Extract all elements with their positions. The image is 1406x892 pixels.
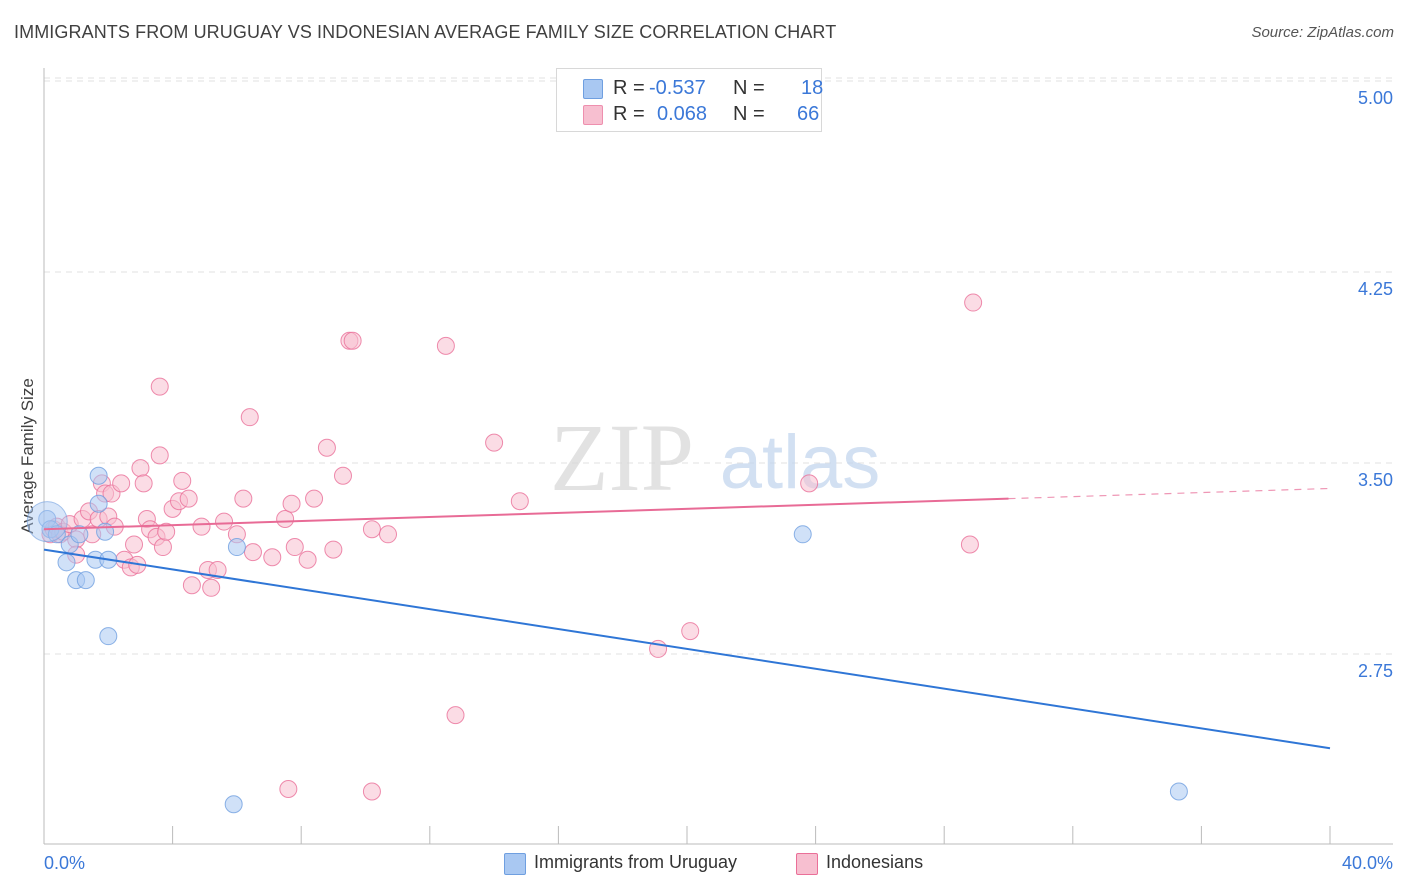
point-indonesians xyxy=(446,706,465,725)
point-indonesians xyxy=(305,489,324,508)
point-uruguay xyxy=(89,494,108,513)
tick-labels: 2.75 3.50 4.25 5.00 0.0% 40.0% xyxy=(44,88,1393,873)
point-uruguay xyxy=(99,627,118,646)
point-indonesians xyxy=(234,489,253,508)
point-uruguay xyxy=(76,571,95,590)
point-indonesians xyxy=(379,525,398,544)
point-indonesians xyxy=(243,543,262,562)
trend-line-indonesians-extension xyxy=(1008,487,1331,500)
point-indonesians xyxy=(157,522,176,541)
source-label: Source: ZipAtlas.com xyxy=(1251,24,1394,41)
chart-title: IMMIGRANTS FROM URUGUAY VS INDONESIAN AV… xyxy=(14,22,837,42)
y-tick-label: 3.50 xyxy=(1358,470,1393,490)
grid-lines xyxy=(44,77,1393,655)
legend-r-label: R = xyxy=(613,103,645,125)
watermark-atlas: atlas xyxy=(720,420,881,505)
stats-legend: R = -0.537 N = 18 R = 0.068 N = 66 xyxy=(556,68,824,132)
point-uruguay xyxy=(70,525,89,544)
legend-swatch-uruguay xyxy=(583,79,603,99)
point-indonesians xyxy=(362,520,381,539)
legend-n-value: 18 xyxy=(801,77,824,99)
bottom-legend-label-uruguay: Immigrants from Uruguay xyxy=(534,852,738,872)
legend-n-label: N = xyxy=(733,77,765,99)
trend-line-indonesians xyxy=(43,497,1009,531)
point-indonesians xyxy=(485,433,504,452)
point-indonesians xyxy=(317,438,336,457)
legend-swatch-indonesians xyxy=(583,105,603,125)
point-indonesians xyxy=(436,336,455,355)
point-indonesians xyxy=(240,408,259,427)
legend-n-label: N = xyxy=(733,103,765,125)
watermark-zip: ZIP xyxy=(550,404,694,511)
y-tick-label: 5.00 xyxy=(1358,88,1393,108)
bottom-legend-label-indonesians: Indonesians xyxy=(826,852,924,872)
legend-n-value: 66 xyxy=(797,103,820,125)
point-indonesians xyxy=(298,550,317,569)
point-indonesians xyxy=(279,779,298,798)
point-indonesians xyxy=(131,459,150,478)
data-points xyxy=(26,293,1188,814)
point-uruguay xyxy=(227,538,246,557)
bottom-legend-swatch-uruguay xyxy=(504,853,526,875)
x-tick-label: 40.0% xyxy=(1342,853,1393,873)
point-indonesians xyxy=(150,446,169,465)
point-indonesians xyxy=(192,517,211,536)
point-indonesians xyxy=(362,782,381,801)
point-uruguay xyxy=(1169,782,1188,801)
x-tick-label: 0.0% xyxy=(44,853,85,873)
legend-r-label: R = xyxy=(613,77,645,99)
point-indonesians xyxy=(282,494,301,513)
point-indonesians xyxy=(202,578,221,597)
y-tick-label: 2.75 xyxy=(1358,661,1393,681)
point-indonesians xyxy=(964,293,983,312)
point-indonesians xyxy=(333,466,352,485)
point-uruguay xyxy=(57,553,76,572)
watermark: ZIP atlas xyxy=(550,404,880,511)
point-indonesians xyxy=(960,535,979,554)
point-uruguay xyxy=(89,466,108,485)
point-indonesians xyxy=(324,540,343,559)
trend-lines xyxy=(43,487,1331,750)
legend-r-value: -0.537 xyxy=(649,77,706,99)
point-uruguay xyxy=(47,525,66,544)
point-uruguay-cluster xyxy=(26,501,68,543)
axes xyxy=(43,68,1393,845)
point-indonesians xyxy=(800,474,819,493)
point-indonesians xyxy=(681,622,700,641)
point-indonesians xyxy=(182,576,201,595)
point-uruguay xyxy=(96,522,115,541)
point-indonesians xyxy=(215,512,234,531)
point-uruguay xyxy=(224,795,243,814)
point-indonesians xyxy=(285,538,304,557)
point-indonesians xyxy=(276,510,295,529)
point-indonesians xyxy=(125,535,144,554)
trend-line-uruguay xyxy=(43,548,1331,750)
y-tick-label: 4.25 xyxy=(1358,279,1393,299)
point-indonesians xyxy=(343,331,362,350)
point-indonesians xyxy=(153,538,172,557)
point-indonesians xyxy=(150,377,169,396)
point-indonesians xyxy=(208,560,227,579)
point-indonesians xyxy=(510,492,529,511)
bottom-legend-swatch-indonesians xyxy=(796,853,818,875)
point-indonesians xyxy=(134,474,153,493)
point-uruguay xyxy=(793,525,812,544)
point-indonesians xyxy=(179,489,198,508)
point-indonesians xyxy=(263,548,282,567)
point-indonesians xyxy=(173,471,192,490)
point-indonesians xyxy=(112,474,131,493)
legend-r-value: 0.068 xyxy=(657,103,708,125)
